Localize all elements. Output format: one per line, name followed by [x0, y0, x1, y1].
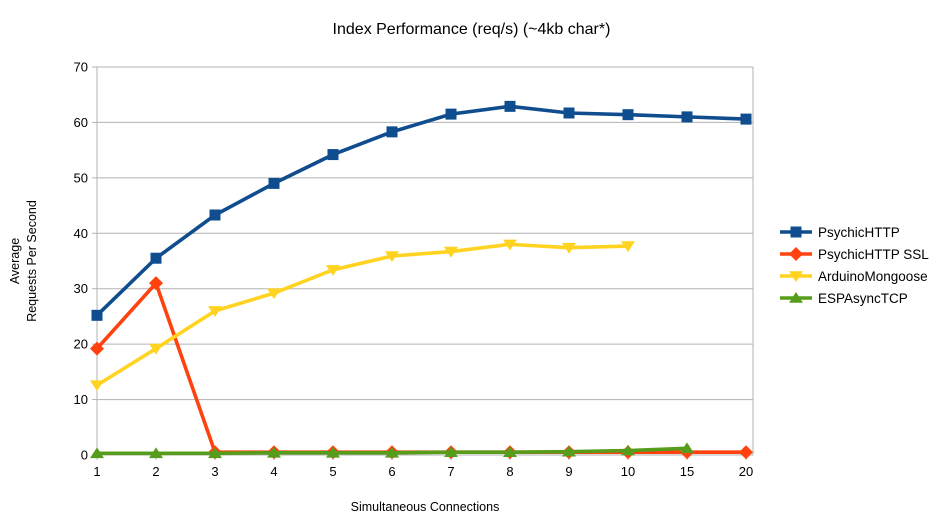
data-point-marker — [208, 447, 222, 459]
x-tick-label: 4 — [270, 464, 277, 479]
legend-item-psychichttp: PsychicHTTP — [780, 221, 929, 243]
x-tick-label: 1 — [93, 464, 100, 479]
x-tick-label: 3 — [211, 464, 218, 479]
data-point-marker — [149, 276, 163, 291]
data-point-marker — [562, 242, 576, 254]
legend-label: ArduinoMongoose — [818, 268, 928, 284]
data-point-marker — [149, 447, 163, 459]
x-tick-label: 10 — [621, 464, 635, 479]
data-point-marker — [385, 251, 399, 263]
legend-key-triangle-down-icon — [780, 271, 812, 282]
legend-label: ESPAsyncTCP — [818, 290, 908, 306]
data-point-marker — [444, 446, 458, 458]
data-point-marker — [90, 447, 104, 459]
chart-title: Index Performance (req/s) (~4kb char*) — [332, 21, 611, 38]
data-point-marker — [386, 126, 398, 138]
y-tick-label: 30 — [74, 281, 88, 296]
y-tick-label: 10 — [74, 392, 88, 407]
data-point-marker — [327, 149, 339, 161]
series-espasynctcp — [90, 442, 694, 459]
data-point-marker — [790, 226, 802, 238]
x-tick-label: 8 — [506, 464, 513, 479]
legend-item-psychichttp-ssl: PsychicHTTP SSL — [780, 243, 929, 265]
data-point-marker — [326, 446, 340, 458]
x-tick-label: 15 — [680, 464, 694, 479]
series-psychichttp-ssl — [90, 276, 753, 460]
x-tick-label: 7 — [447, 464, 454, 479]
legend-key-diamond-icon — [780, 247, 812, 261]
data-point-marker — [267, 288, 281, 300]
legend-item-espasynctcp: ESPAsyncTCP — [780, 287, 929, 309]
legend-item-arduinomongoose: ArduinoMongoose — [780, 265, 929, 287]
series-psychichttp — [91, 100, 752, 321]
y-tick-label: 0 — [81, 448, 88, 463]
x-tick-label: 6 — [388, 464, 395, 479]
y-tick-label: 60 — [74, 115, 88, 130]
x-tick-label: 2 — [152, 464, 159, 479]
data-point-marker — [267, 446, 281, 458]
y-tick-label: 40 — [74, 226, 88, 241]
data-point-marker — [150, 252, 162, 264]
y-tick-label: 70 — [74, 60, 88, 75]
data-point-marker — [503, 239, 517, 251]
data-point-marker — [621, 241, 635, 253]
data-point-marker — [681, 111, 693, 123]
data-point-marker — [680, 442, 694, 454]
y-tick-label: 50 — [74, 170, 88, 185]
legend-label: PsychicHTTP SSL — [818, 246, 929, 262]
data-point-marker — [149, 343, 163, 355]
data-point-marker — [444, 246, 458, 258]
x-tick-label: 20 — [739, 464, 753, 479]
data-point-marker — [622, 109, 634, 121]
series-line — [95, 279, 746, 455]
data-point-marker — [789, 247, 803, 261]
data-point-marker — [504, 100, 516, 112]
data-point-marker — [740, 113, 752, 125]
data-point-marker — [90, 341, 104, 356]
data-point-marker — [385, 446, 399, 458]
data-point-marker — [268, 177, 280, 189]
series-arduinomongoose — [90, 239, 635, 392]
data-point-marker — [445, 108, 457, 120]
y-tick-label: 20 — [74, 337, 88, 352]
x-axis-title: Simultaneous Connections — [350, 500, 500, 514]
x-tick-label: 5 — [329, 464, 336, 479]
data-point-marker — [621, 444, 635, 456]
legend-key-square-icon — [780, 226, 812, 238]
data-point-marker — [208, 306, 222, 317]
data-point-marker — [739, 445, 753, 460]
legend-key-triangle-up-icon — [780, 292, 812, 303]
series-line — [95, 104, 747, 317]
x-tick-label: 9 — [565, 464, 572, 479]
data-point-marker — [90, 380, 104, 392]
legend-label: PsychicHTTP — [818, 224, 900, 240]
data-point-marker — [789, 292, 803, 303]
data-point-marker — [563, 107, 575, 119]
data-point-marker — [562, 445, 576, 457]
legend: PsychicHTTP PsychicHTTP SSL ArduinoMongoos… — [780, 221, 929, 309]
data-point-marker — [789, 271, 803, 282]
data-point-marker — [326, 265, 340, 276]
data-point-marker — [503, 446, 517, 458]
series-line — [96, 242, 629, 387]
data-point-marker — [91, 309, 103, 321]
data-point-marker — [209, 209, 221, 221]
